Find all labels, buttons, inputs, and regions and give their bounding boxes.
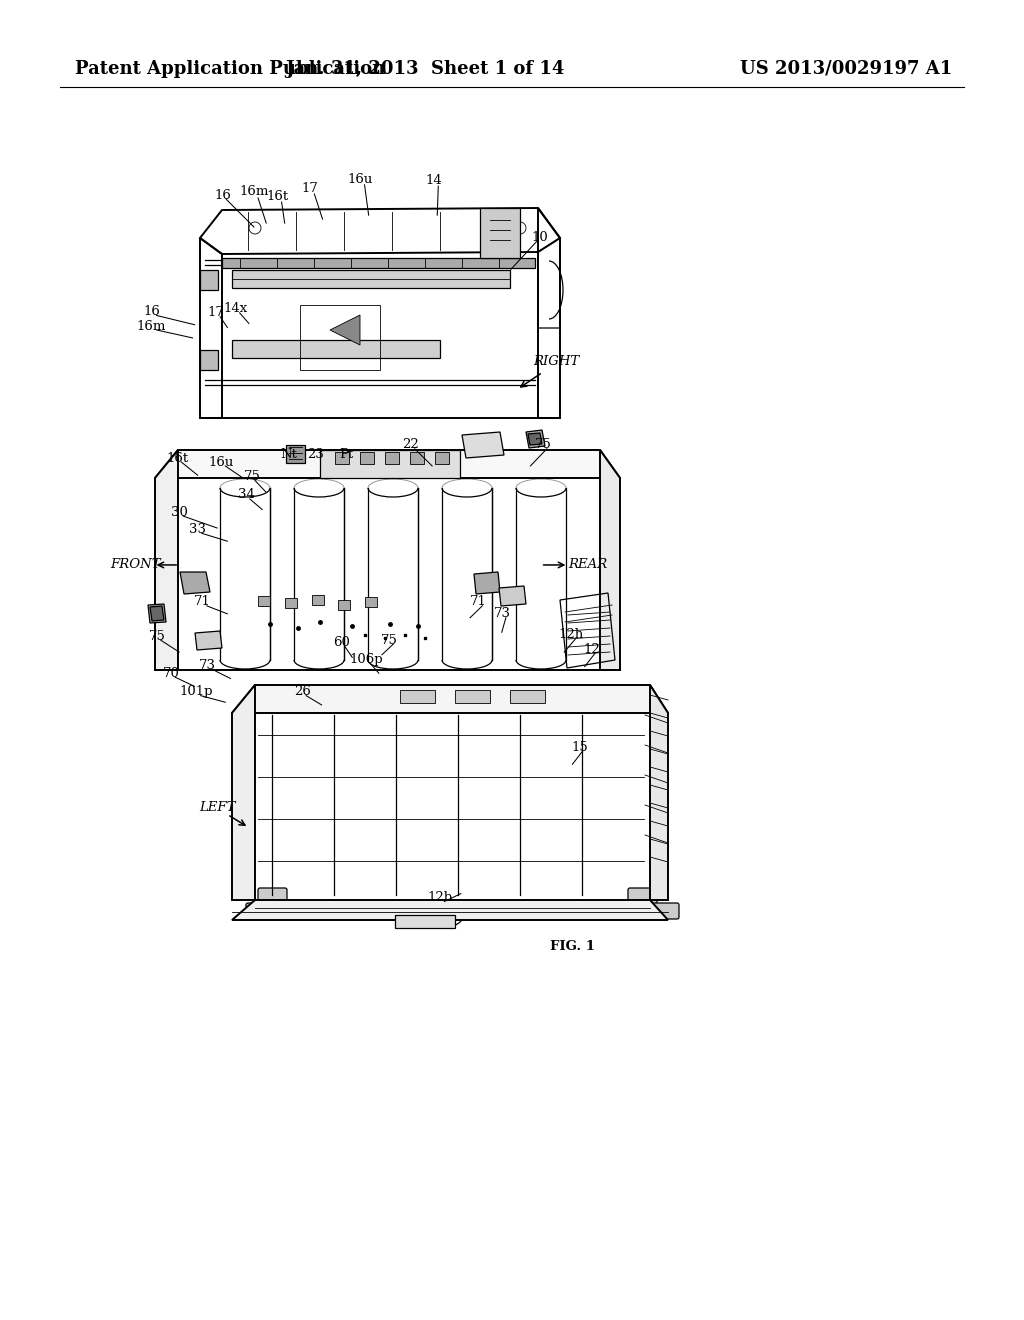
Text: Pt: Pt [339, 447, 353, 461]
Text: 12: 12 [584, 643, 600, 656]
Polygon shape [330, 315, 360, 345]
Polygon shape [195, 631, 222, 649]
Polygon shape [338, 601, 350, 610]
Circle shape [629, 689, 641, 701]
Polygon shape [232, 685, 668, 713]
Polygon shape [410, 451, 424, 465]
Polygon shape [285, 598, 297, 609]
Text: 16u: 16u [348, 173, 373, 186]
Text: 73: 73 [495, 607, 511, 620]
Polygon shape [528, 433, 542, 445]
Text: LEFT: LEFT [199, 801, 236, 814]
Text: RIGHT: RIGHT [532, 355, 580, 368]
Text: 12b: 12b [428, 891, 453, 904]
Polygon shape [222, 257, 535, 268]
Polygon shape [286, 445, 305, 463]
Polygon shape [258, 597, 270, 606]
Text: 101p: 101p [180, 685, 213, 698]
Text: Jan. 31, 2013  Sheet 1 of 14: Jan. 31, 2013 Sheet 1 of 14 [286, 59, 564, 78]
Text: FRONT: FRONT [110, 558, 161, 572]
Text: 71: 71 [195, 595, 211, 609]
Text: 16t: 16t [266, 190, 289, 203]
Text: US 2013/0029197 A1: US 2013/0029197 A1 [740, 59, 952, 78]
Text: 26: 26 [294, 685, 310, 698]
Text: 75: 75 [381, 634, 397, 647]
Polygon shape [360, 451, 374, 465]
Polygon shape [510, 690, 545, 704]
Polygon shape [312, 595, 324, 605]
Text: 16: 16 [143, 305, 160, 318]
Text: 75: 75 [244, 470, 260, 483]
Text: 16m: 16m [240, 185, 268, 198]
Polygon shape [480, 209, 520, 257]
Polygon shape [155, 450, 178, 671]
Text: Patent Application Publication: Patent Application Publication [75, 59, 385, 78]
Text: 73: 73 [200, 659, 216, 672]
Text: 14: 14 [426, 174, 442, 187]
Text: 75: 75 [150, 630, 166, 643]
Text: Nt: Nt [281, 447, 297, 461]
Polygon shape [474, 572, 500, 594]
FancyBboxPatch shape [246, 903, 275, 919]
Polygon shape [462, 432, 504, 458]
Text: 60: 60 [334, 636, 350, 649]
Polygon shape [650, 685, 668, 900]
Text: FIG. 1: FIG. 1 [550, 940, 595, 953]
Polygon shape [319, 450, 460, 478]
Polygon shape [200, 271, 218, 290]
Text: 16m: 16m [137, 319, 166, 333]
Polygon shape [600, 450, 620, 671]
FancyBboxPatch shape [258, 888, 287, 909]
Polygon shape [150, 606, 164, 620]
Polygon shape [435, 451, 449, 465]
Text: 33: 33 [189, 523, 206, 536]
FancyBboxPatch shape [650, 903, 679, 919]
Text: 16: 16 [215, 189, 231, 202]
Polygon shape [232, 685, 255, 900]
Text: 12h: 12h [559, 628, 584, 642]
Text: 10: 10 [531, 231, 548, 244]
Polygon shape [232, 271, 510, 288]
Text: 106p: 106p [350, 653, 383, 667]
FancyBboxPatch shape [628, 888, 657, 909]
Text: 70: 70 [163, 667, 179, 680]
Polygon shape [148, 605, 166, 623]
Polygon shape [200, 350, 218, 370]
Circle shape [262, 690, 274, 704]
Polygon shape [526, 430, 545, 447]
Text: 30: 30 [171, 506, 187, 519]
Text: REAR: REAR [568, 558, 607, 572]
Polygon shape [455, 690, 490, 704]
Polygon shape [499, 586, 526, 606]
Polygon shape [232, 341, 440, 358]
Text: 34: 34 [239, 488, 255, 502]
Polygon shape [365, 597, 377, 607]
Polygon shape [400, 690, 435, 704]
Text: 23: 23 [307, 447, 324, 461]
Text: 22: 22 [402, 438, 419, 451]
Text: 17: 17 [302, 182, 318, 195]
Text: 17: 17 [208, 306, 224, 319]
Text: 71: 71 [470, 595, 486, 609]
Polygon shape [180, 572, 210, 594]
Text: 15: 15 [571, 741, 588, 754]
Text: 16u: 16u [209, 455, 233, 469]
Polygon shape [395, 915, 455, 928]
Text: 75: 75 [536, 438, 552, 451]
Text: 14x: 14x [223, 302, 248, 315]
Polygon shape [232, 900, 668, 920]
Polygon shape [335, 451, 349, 465]
Polygon shape [385, 451, 399, 465]
Text: 16t: 16t [166, 451, 188, 465]
Polygon shape [155, 450, 620, 478]
